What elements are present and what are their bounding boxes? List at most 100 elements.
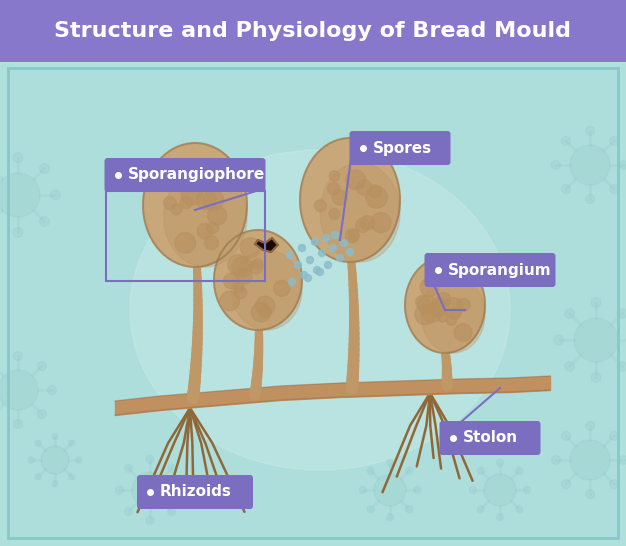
Ellipse shape [227,245,289,315]
Text: Stolon: Stolon [463,430,518,446]
Circle shape [168,508,176,515]
Circle shape [329,245,337,252]
Circle shape [371,212,391,233]
Circle shape [436,293,451,307]
Ellipse shape [148,149,242,261]
Circle shape [443,298,463,318]
Circle shape [562,185,570,193]
Circle shape [207,222,218,234]
FancyBboxPatch shape [424,253,555,287]
Circle shape [0,173,40,217]
Circle shape [446,315,456,325]
Circle shape [253,258,263,269]
Circle shape [163,197,177,210]
Ellipse shape [433,290,457,319]
Circle shape [13,228,23,238]
Ellipse shape [143,143,247,267]
Circle shape [76,457,82,463]
Circle shape [115,486,123,494]
Circle shape [312,239,319,246]
Text: Spores: Spores [372,140,431,156]
Circle shape [360,216,374,230]
Circle shape [274,280,290,296]
Circle shape [414,486,421,494]
Circle shape [177,486,185,494]
Circle shape [347,248,354,256]
Circle shape [470,486,476,494]
Circle shape [299,245,305,252]
Circle shape [259,306,271,318]
Circle shape [197,223,212,239]
Circle shape [197,162,219,183]
Ellipse shape [409,262,481,348]
Circle shape [346,170,366,189]
Circle shape [477,506,485,513]
Circle shape [322,234,329,241]
Circle shape [205,236,218,250]
Circle shape [591,298,601,307]
Ellipse shape [130,150,510,470]
Circle shape [52,433,58,440]
Circle shape [240,238,260,258]
Circle shape [234,286,247,299]
Ellipse shape [164,168,226,242]
Ellipse shape [405,257,485,353]
Circle shape [0,370,38,410]
Circle shape [524,486,531,494]
Circle shape [415,305,435,325]
Polygon shape [255,238,278,252]
Circle shape [304,275,312,282]
Ellipse shape [223,240,293,320]
Circle shape [329,209,340,219]
Ellipse shape [417,271,473,339]
FancyBboxPatch shape [0,0,626,62]
Circle shape [14,352,23,360]
Ellipse shape [429,286,461,324]
Ellipse shape [300,138,400,262]
Circle shape [369,185,382,198]
Circle shape [562,431,570,441]
Circle shape [168,465,176,472]
Circle shape [319,250,326,257]
Circle shape [232,257,252,277]
Circle shape [223,273,239,289]
Circle shape [349,230,359,241]
Circle shape [181,184,202,205]
Circle shape [175,233,195,253]
Circle shape [146,517,154,525]
Circle shape [251,302,271,322]
Circle shape [562,136,570,145]
Circle shape [570,145,610,185]
Ellipse shape [413,266,477,343]
Circle shape [208,206,227,225]
Circle shape [610,479,618,489]
Circle shape [618,361,626,371]
Ellipse shape [325,169,375,231]
Circle shape [236,269,252,284]
Ellipse shape [320,163,400,262]
Circle shape [484,474,516,506]
Circle shape [314,200,326,212]
Circle shape [171,204,182,215]
Circle shape [38,361,46,370]
Circle shape [132,472,168,508]
Circle shape [337,254,344,262]
Circle shape [406,467,413,474]
Circle shape [570,440,610,480]
Circle shape [618,308,626,318]
Circle shape [314,266,321,274]
Circle shape [51,190,60,200]
Circle shape [367,467,374,474]
Circle shape [228,254,249,275]
Circle shape [39,217,49,226]
Ellipse shape [310,150,390,250]
Circle shape [125,465,132,472]
Circle shape [356,218,369,233]
Ellipse shape [421,276,469,334]
Ellipse shape [315,157,385,244]
Ellipse shape [164,168,247,267]
Ellipse shape [232,250,302,330]
Circle shape [155,168,173,186]
Circle shape [610,431,618,441]
Ellipse shape [158,162,232,248]
